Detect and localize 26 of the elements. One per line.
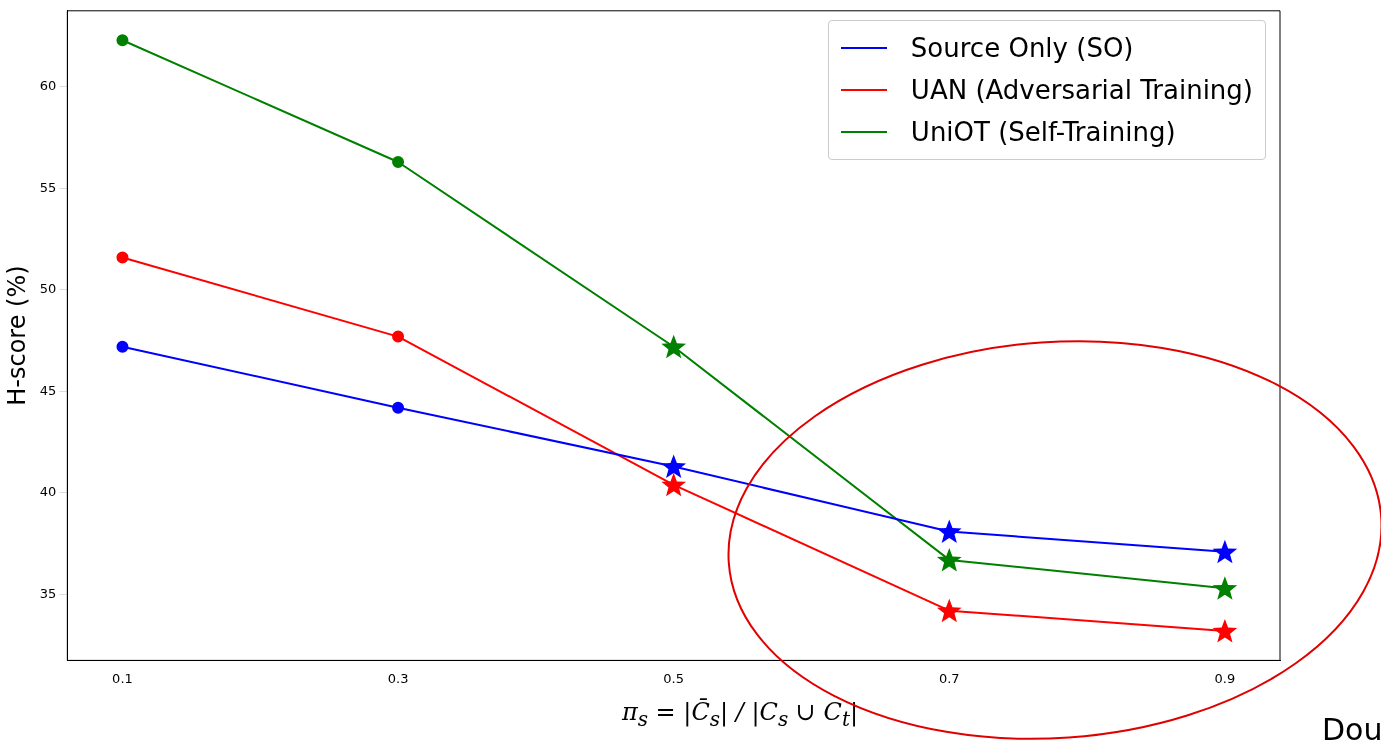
- y-tick-label: 35: [39, 585, 57, 601]
- point: [1212, 576, 1238, 600]
- x-tick-label: 0.3: [387, 670, 409, 686]
- point: [936, 598, 962, 623]
- y-tick-label: 55: [39, 179, 57, 195]
- x-tick-label: 0.7: [938, 670, 960, 686]
- point: [936, 547, 962, 572]
- text: Dou: [1322, 712, 1381, 745]
- y-tick-label: 40: [39, 484, 57, 500]
- legend-label: UAN (Adversarial Training): [910, 74, 1253, 107]
- y-tick-label: 45: [39, 382, 57, 398]
- legend-label: UniOT (Self-Training): [910, 116, 1176, 149]
- y-tick-label: 60: [39, 78, 57, 94]
- point: [1212, 539, 1238, 564]
- point: [661, 454, 687, 479]
- text: π$_{s}$ = |C̄$_{s}$| / |C$_{s}$ ∪ C$_{t}$|: [621, 698, 859, 731]
- point: [661, 472, 687, 497]
- point: [661, 334, 687, 359]
- y-tick-label: 50: [39, 281, 57, 297]
- x-tick-label: 0.5: [663, 670, 685, 686]
- point: [1212, 618, 1238, 643]
- point: [936, 519, 962, 544]
- y-axis-title: H-score (%): [2, 265, 31, 406]
- legend-label: Source Only (SO): [910, 32, 1134, 65]
- x-tick-label: 0.1: [112, 670, 133, 686]
- x-tick-label: 0.9: [1214, 670, 1236, 686]
